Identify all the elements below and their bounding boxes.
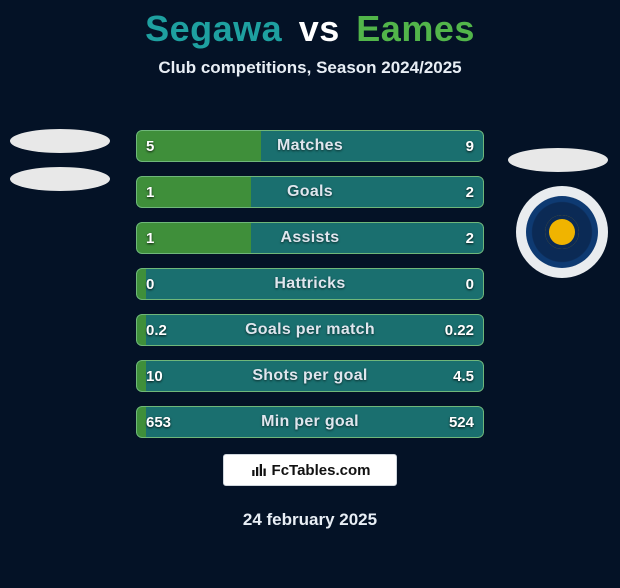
player2-club-badge — [516, 186, 608, 278]
placeholder-ellipse-icon — [10, 129, 110, 153]
stat-row: 59Matches — [136, 130, 484, 162]
title-vs: vs — [299, 8, 340, 49]
placeholder-ellipse-icon — [10, 167, 110, 191]
stats-list: 59Matches 12Goals 12Assists 00Hattricks 0.20… — [136, 130, 484, 438]
stat-row: 104.5Shots per goal — [136, 360, 484, 392]
stat-label: Matches — [136, 130, 484, 162]
player1-club-placeholder — [10, 128, 110, 192]
title-player2: Eames — [356, 8, 475, 49]
club-badge-core-icon — [545, 215, 579, 249]
stat-row: 12Assists — [136, 222, 484, 254]
stat-label: Min per goal — [136, 406, 484, 438]
title-player1: Segawa — [145, 8, 282, 49]
stat-row: 653524Min per goal — [136, 406, 484, 438]
site-badge-label: FcTables.com — [272, 462, 371, 479]
stat-row: 0.20.22Goals per match — [136, 314, 484, 346]
snapshot-date: 24 february 2025 — [0, 510, 620, 530]
player2-club-placeholder — [508, 128, 608, 192]
subtitle: Club competitions, Season 2024/2025 — [0, 58, 620, 78]
chart-icon — [250, 461, 268, 479]
site-badge[interactable]: FcTables.com — [223, 454, 397, 486]
stat-label: Assists — [136, 222, 484, 254]
club-badge-ring-icon — [526, 196, 598, 268]
comparison-title: Segawa vs Eames — [0, 8, 620, 50]
stat-label: Shots per goal — [136, 360, 484, 392]
stat-row: 00Hattricks — [136, 268, 484, 300]
stat-label: Hattricks — [136, 268, 484, 300]
stat-label: Goals — [136, 176, 484, 208]
stat-label: Goals per match — [136, 314, 484, 346]
placeholder-ellipse-icon — [508, 148, 608, 172]
stat-row: 12Goals — [136, 176, 484, 208]
